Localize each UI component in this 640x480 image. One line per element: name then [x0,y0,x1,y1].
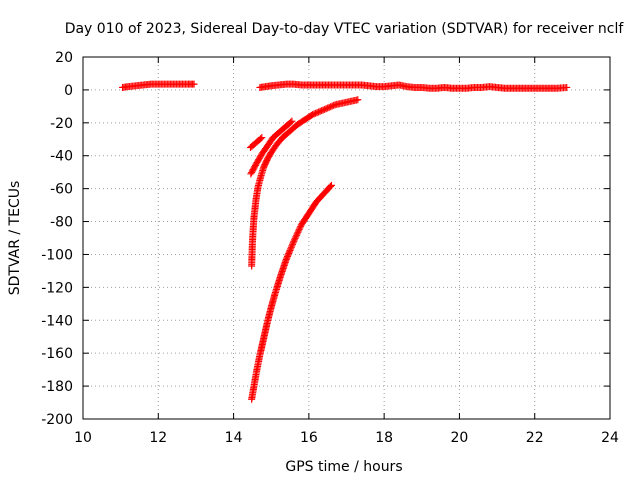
data-point [324,104,332,112]
data-point [319,106,327,114]
data-point [354,96,362,104]
data-point [309,111,317,119]
series-2 [256,80,571,92]
y-axis-label: SDTVAR / TECUs [7,181,23,296]
x-axis-label: GPS time / hours [285,459,402,475]
data-point [292,233,300,241]
x-tick-label: 24 [601,430,619,446]
data-point [282,255,290,263]
y-tick-label: -180 [41,379,73,395]
data-point [289,240,297,248]
x-tick-label: 20 [451,430,469,446]
data-point [289,239,297,247]
y-tick-label: -40 [50,149,73,165]
data-point [310,110,318,118]
data-point [287,243,295,251]
y-tick-label: -200 [41,412,73,428]
data-point [284,252,292,260]
x-tick-label: 12 [149,430,167,446]
data-point [293,230,301,238]
data-point [290,237,298,245]
series-6 [248,181,335,403]
data-point [295,227,303,235]
y-tick-label: 0 [64,83,73,99]
data-point [288,242,296,250]
x-tick-label: 18 [375,430,393,446]
data-point [285,248,293,256]
data-point [283,254,291,262]
y-tick-label: 20 [55,50,73,66]
data-point [316,107,324,115]
data-point [288,117,296,125]
data-point [284,251,292,259]
data-point [327,181,335,189]
data-point [321,105,329,113]
chart-title: Day 010 of 2023, Sidereal Day-to-day VTE… [65,21,625,37]
data-point [286,246,294,254]
data-point [325,103,333,111]
data-point [291,234,299,242]
data-marks [119,80,571,403]
y-tick-label: -20 [50,116,73,132]
data-point [313,109,321,117]
data-point [326,183,334,191]
data-point [257,135,265,143]
x-tick-label: 22 [526,430,544,446]
y-tick-label: -100 [41,247,73,263]
data-point [287,245,295,253]
data-point [315,108,323,116]
series-4 [247,117,296,178]
data-point [322,105,330,113]
axis-ticks: 10 12 14 16 18 20 22 24 20 0 -20 -40 -60 -80 -100 -120 -… [41,50,619,446]
data-point [327,103,335,111]
series-1 [119,80,198,91]
y-tick-label: -80 [50,215,73,231]
data-point [294,228,302,236]
data-point [318,107,326,115]
data-point [296,224,304,232]
data-point [190,80,198,88]
y-tick-label: -60 [50,182,73,198]
plot-frame [82,56,611,420]
grid [83,57,610,419]
data-point [295,225,303,233]
x-tick-label: 16 [300,430,318,446]
series-5 [248,96,362,270]
y-tick-label: -140 [41,313,73,329]
x-tick-label: 10 [74,430,92,446]
x-tick-label: 14 [225,430,243,446]
series-3 [247,134,266,151]
data-point [293,231,301,239]
data-point [312,109,320,117]
data-point [563,83,571,91]
data-point [287,118,295,126]
y-tick-label: -120 [41,280,73,296]
data-point [285,249,293,257]
y-tick-label: -160 [41,346,73,362]
data-point [290,236,298,244]
data-point [328,102,336,110]
data-point [330,101,338,109]
data-point [258,134,266,142]
